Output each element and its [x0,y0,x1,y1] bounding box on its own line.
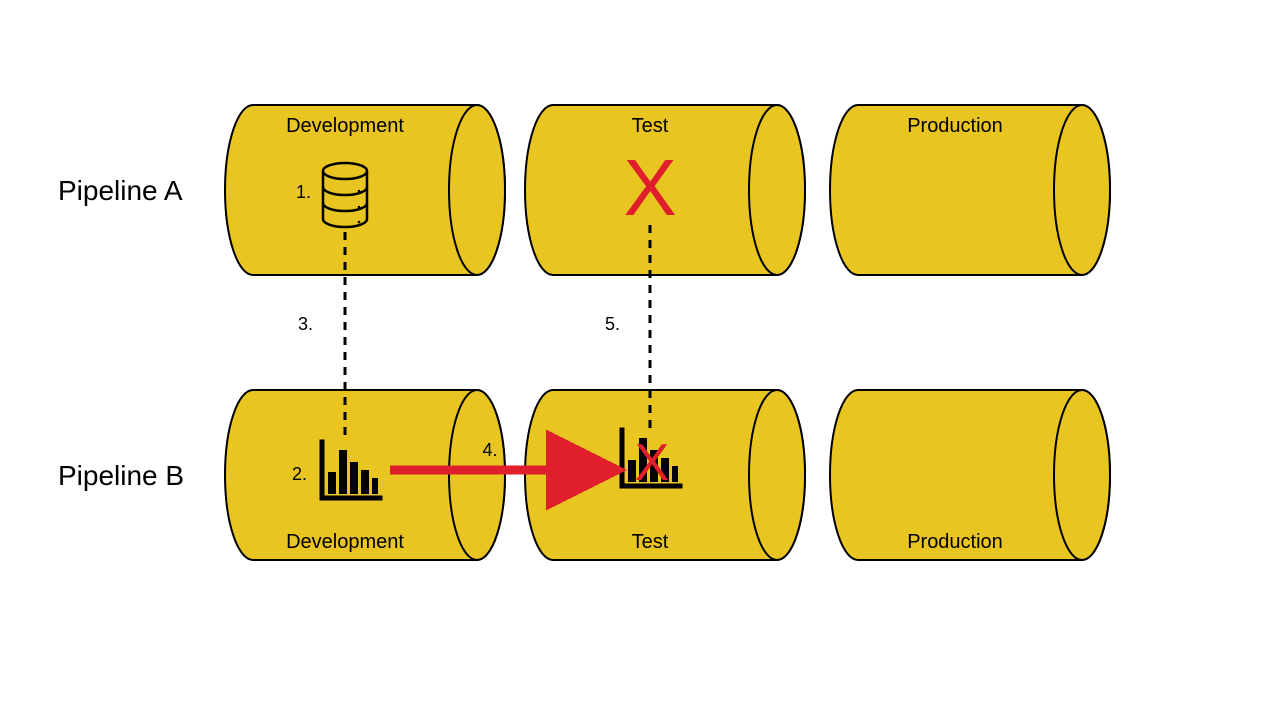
stage-b-dev: Development [286,531,404,553]
stage-a-test: Test [632,115,669,137]
stage-b-test: Test [632,531,669,553]
step-3: 3. [298,314,313,334]
stage-a-dev: Development [286,115,404,137]
stage-a-prod: Production [907,115,1003,137]
fail-x-small-icon: X [635,434,670,492]
step-1: 1. [296,182,311,202]
fail-x-icon: X [623,143,676,232]
pipeline-b-label: Pipeline B [58,460,184,491]
step-4: 4. [482,440,497,460]
step-5: 5. [605,314,620,334]
pipeline-a-label: Pipeline A [58,175,183,206]
step-2: 2. [292,464,307,484]
stage-b-prod: Production [907,531,1003,553]
